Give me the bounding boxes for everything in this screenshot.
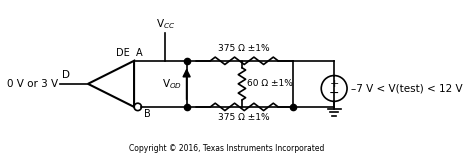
Text: V$_{OD}$: V$_{OD}$ [161,77,182,91]
Text: –7 V < V(test) < 12 V: –7 V < V(test) < 12 V [350,83,461,93]
Text: DE: DE [116,48,129,58]
Text: 60 Ω ±1%: 60 Ω ±1% [247,79,293,88]
Text: B: B [144,109,150,119]
Text: 375 Ω ±1%: 375 Ω ±1% [218,113,269,122]
Text: A: A [136,48,142,58]
Text: 0 V or 3 V: 0 V or 3 V [7,79,59,89]
Text: +: + [329,79,338,89]
Text: V$_{CC}$: V$_{CC}$ [156,18,175,31]
Text: D: D [62,70,69,80]
Text: 375 Ω ±1%: 375 Ω ±1% [218,44,269,53]
Text: Copyright © 2016, Texas Instruments Incorporated: Copyright © 2016, Texas Instruments Inco… [129,144,324,153]
Text: −: − [328,87,339,100]
